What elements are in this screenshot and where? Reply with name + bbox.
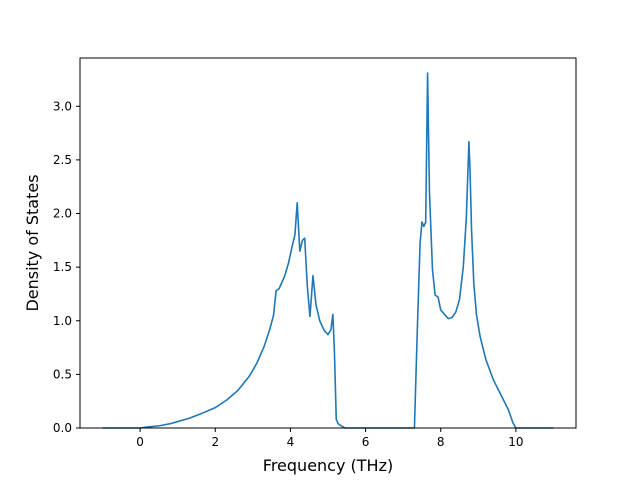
x-tick-labels: 0 2 4 6 8 10 xyxy=(136,435,523,449)
x-tick-label: 6 xyxy=(362,435,370,449)
x-tick-label: 2 xyxy=(211,435,219,449)
x-tick-label: 10 xyxy=(508,435,523,449)
plot-area xyxy=(102,72,554,429)
x-tick-label: 0 xyxy=(136,435,144,449)
dos-series-line-0 xyxy=(102,72,554,429)
y-tick-label: 1.5 xyxy=(53,260,72,274)
tick-marks xyxy=(76,105,517,432)
y-tick-label: 0.0 xyxy=(53,421,72,435)
y-tick-labels: 0.0 0.5 1.0 1.5 2.0 2.5 3.0 xyxy=(53,99,72,435)
y-tick-label: 2.0 xyxy=(53,207,72,221)
x-tick-label: 8 xyxy=(437,435,445,449)
x-tick-label: 4 xyxy=(287,435,295,449)
y-tick-label: 0.5 xyxy=(53,367,72,381)
x-axis-label: Frequency (THz) xyxy=(263,456,393,475)
y-tick-label: 2.5 xyxy=(53,153,72,167)
y-tick-label: 1.0 xyxy=(53,314,72,328)
y-axis-label: Density of States xyxy=(23,174,42,311)
axes-frame xyxy=(79,57,577,429)
y-tick-label: 3.0 xyxy=(53,99,72,113)
